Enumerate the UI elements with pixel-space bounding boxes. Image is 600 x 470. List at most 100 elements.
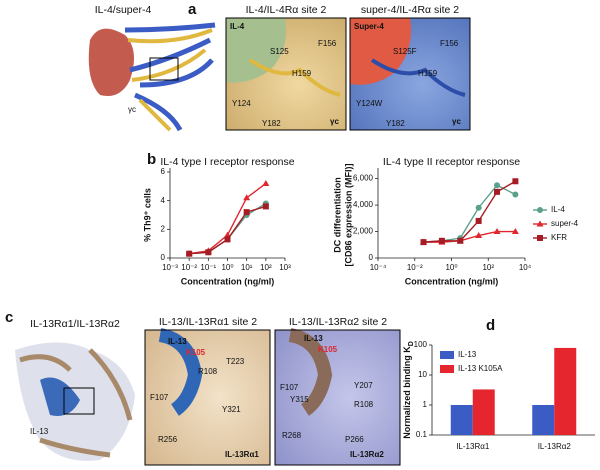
y-tick-label: 2,000 <box>353 227 374 236</box>
y-tick-label: 10 <box>418 370 427 379</box>
legend-marker <box>537 207 543 213</box>
residue-label: γc <box>452 117 461 126</box>
marker <box>475 232 483 239</box>
marker <box>243 209 250 216</box>
chart-title: IL-4 type I receptor response <box>160 156 294 168</box>
legend-swatch <box>440 351 454 359</box>
residue-label: H159 <box>418 69 438 78</box>
residue-label: IL-13 <box>168 337 187 346</box>
x-tick-label: IL-13Rα2 <box>538 442 572 451</box>
structure-overview-c <box>15 342 135 461</box>
structure-label: γc <box>128 105 136 114</box>
marker <box>475 204 482 211</box>
image-title: IL-13/IL-13Rα1 site 2 <box>159 316 257 328</box>
fit-line <box>189 205 267 255</box>
marker <box>512 178 519 185</box>
residue-label: T223 <box>226 357 245 366</box>
x-tick-label: 10⁻³ <box>162 263 178 272</box>
marker <box>512 191 519 198</box>
bar <box>472 389 495 435</box>
y-axis-label: [CD86 expression (MFI)] <box>343 163 353 266</box>
legend-label: super-4 <box>551 219 579 228</box>
residue-label: S125 <box>270 47 289 56</box>
image-title: IL-4/IL-4Rα site 2 <box>246 4 327 16</box>
residue-label: Super-4 <box>354 22 384 31</box>
residue-label: F156 <box>440 39 459 48</box>
fit-line <box>423 180 516 243</box>
residue-label: Y321 <box>222 405 241 414</box>
marker <box>494 188 501 195</box>
residue-label: F107 <box>150 393 169 402</box>
marker <box>457 237 464 244</box>
residue-label: S125F <box>393 47 417 56</box>
panel-letter: b <box>147 151 156 168</box>
marker <box>262 203 269 210</box>
marker <box>475 217 482 224</box>
panel-letter: c <box>5 309 13 326</box>
image-title: super-4/IL-4Rα site 2 <box>361 4 459 16</box>
x-tick-label: 10⁻² <box>407 263 423 272</box>
x-tick-label: 10² <box>482 263 494 272</box>
residue-label: F156 <box>318 39 337 48</box>
residue-label: F107 <box>280 383 299 392</box>
chart-title: IL-4 type II receptor response <box>383 156 520 168</box>
residue-label: Y207 <box>354 381 373 390</box>
residue-label: R108 <box>354 400 374 409</box>
fit-line <box>189 182 267 255</box>
structure-inset-c1 <box>144 328 271 466</box>
y-tick-label: 4,000 <box>353 200 374 209</box>
fit-line <box>423 184 516 243</box>
legend-label: KFR <box>551 233 567 242</box>
structure-inset-a1 <box>225 17 347 131</box>
y-tick-label: 0 <box>369 253 374 262</box>
fit-line <box>423 230 516 243</box>
image-title: IL-4/super-4 <box>95 4 152 16</box>
x-tick-label: 10⁻¹ <box>200 263 216 272</box>
x-tick-label: 10⁴ <box>519 263 532 272</box>
marker <box>224 236 231 243</box>
y-tick-label: 0 <box>161 253 166 262</box>
x-tick-label: 10³ <box>279 263 291 272</box>
x-axis-label: Concentration (ng/ml) <box>405 276 499 286</box>
residue-label: P266 <box>345 435 364 444</box>
residue-label: K105 <box>318 345 338 354</box>
marker <box>493 228 501 235</box>
residue-label: γc <box>330 117 339 126</box>
panel-letter: a <box>188 1 197 18</box>
y-tick-label: 0.1 <box>416 430 428 439</box>
residue-label: Y124W <box>356 99 383 108</box>
x-tick-label: 10¹ <box>241 263 253 272</box>
residue-label: R108 <box>198 367 218 376</box>
y-axis-label: Normalized binding KD <box>402 341 414 439</box>
y-tick-label: 100 <box>414 340 428 349</box>
marker <box>511 228 519 235</box>
residue-label: Y124 <box>232 99 251 108</box>
x-tick-label: 10⁰ <box>445 263 457 272</box>
x-tick-label: 10⁰ <box>221 263 233 272</box>
structure-overview-a <box>88 22 216 132</box>
marker <box>262 179 270 186</box>
residue-label: R256 <box>158 435 178 444</box>
marker <box>494 182 501 189</box>
y-axis-label-subscript: D <box>408 341 415 346</box>
y-tick-label: 6,000 <box>353 174 374 183</box>
residue-label: Y182 <box>386 119 405 128</box>
legend-label: IL-13 K105A <box>458 364 503 373</box>
legend-marker <box>536 220 544 227</box>
structure-inset-c2 <box>274 328 401 466</box>
legend-label: IL-4 <box>551 205 565 214</box>
marker <box>186 250 193 257</box>
y-tick-label: 4 <box>161 196 166 205</box>
y-tick-label: 1 <box>423 400 428 409</box>
legend-marker <box>537 235 543 241</box>
y-axis-label: % Th9⁺ cells <box>142 188 152 242</box>
residue-label: Y315 <box>290 395 309 404</box>
x-axis-label: Concentration (ng/ml) <box>181 276 275 286</box>
residue-label: K105 <box>186 348 206 357</box>
marker <box>438 237 445 244</box>
residue-label: IL-13 <box>304 334 323 343</box>
panel-letter: d <box>486 317 495 334</box>
fit-line <box>189 202 267 255</box>
bar <box>554 347 577 435</box>
y-tick-label: 6 <box>161 167 166 176</box>
